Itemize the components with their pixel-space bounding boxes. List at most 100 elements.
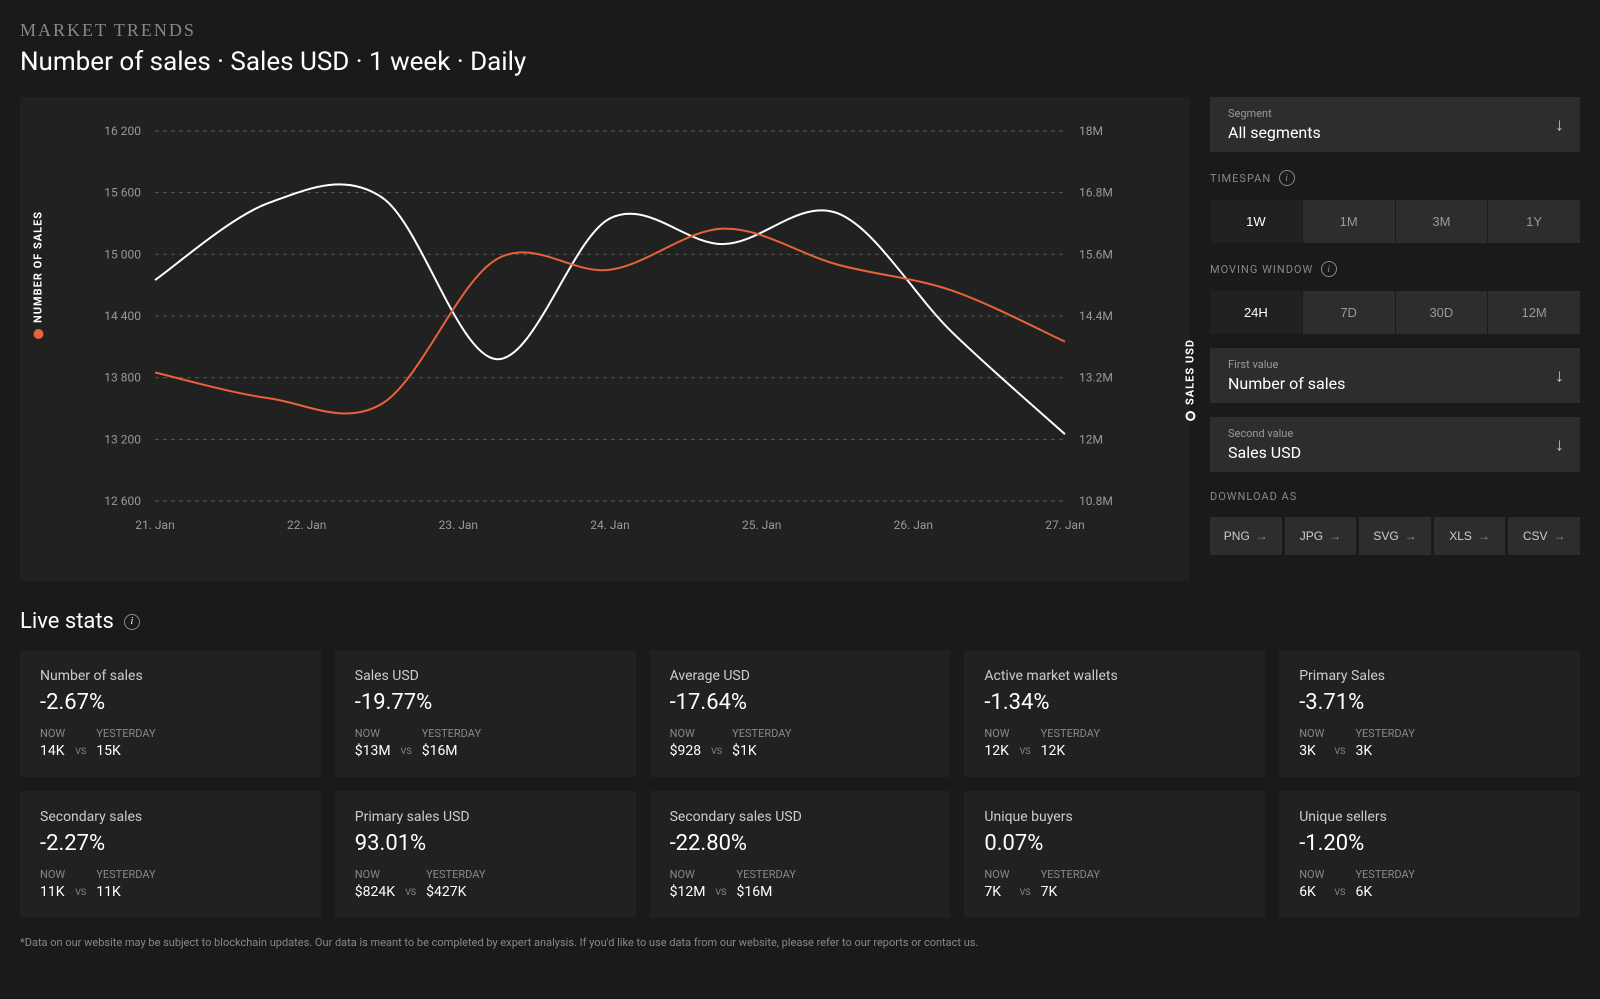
moving-window-label: MOVING WINDOW i [1210,261,1580,277]
stat-compare: NOW$824KVSYESTERDAY$427K [355,868,616,900]
stat-card[interactable]: Active market wallets-1.34%NOW12KVSYESTE… [964,650,1265,777]
info-icon[interactable]: i [1321,261,1337,277]
svg-text:12M: 12M [1079,432,1103,446]
arrow-right-icon: → [1329,529,1341,543]
stat-card[interactable]: Unique sellers -1.20% NOW6KVSYESTERDAY6K [1279,791,1580,918]
window-button-24h[interactable]: 24H [1210,291,1302,334]
arrow-right-icon: → [1554,529,1566,543]
stat-pct: -17.64% [670,690,931,715]
stat-compare: NOW14KVSYESTERDAY15K [40,727,301,759]
arrow-right-icon: → [1478,529,1490,543]
timespan-buttons: 1W1M3M1Y [1210,200,1580,243]
stat-pct: -22.80% [670,831,931,856]
window-button-30d[interactable]: 30D [1396,291,1488,334]
stat-card[interactable]: Sales USD -19.77% NOW$13MVSYESTERDAY$16M [335,650,636,777]
stat-compare: NOW11KVSYESTERDAY11K [40,868,301,900]
stat-title: Sales USD [355,668,616,684]
arrow-right-icon: → [1405,529,1417,543]
right-axis-label: SALES USD [1184,339,1197,421]
stat-title: Unique sellers [1299,809,1560,825]
footnote: *Data on our website may be subject to b… [20,936,1580,949]
timespan-button-1m[interactable]: 1M [1303,200,1395,243]
stat-card[interactable]: Primary Sales -3.71% NOW3KVSYESTERDAY3K [1279,650,1580,777]
svg-text:16.8M: 16.8M [1079,186,1113,200]
svg-text:22. Jan: 22. Jan [287,518,326,532]
section-small-title: MARKET TRENDS [20,20,1580,41]
stats-grid: Number of sales-2.67%NOW14KVSYESTERDAY15… [20,650,1580,918]
stat-card[interactable]: Secondary sales USD -22.80% NOW$12MVSYESTE… [650,791,951,918]
controls-panel: Segment All segments ↓ TIMESPAN i 1W1M3M… [1210,97,1580,581]
trends-chart: 16 20018M15 60016.8M15 00015.6M14 40014.… [40,121,1170,541]
svg-text:14.4M: 14.4M [1079,309,1113,323]
stat-compare: NOW7KVSYESTERDAY7K [984,868,1245,900]
stat-pct: 93.01% [355,831,616,856]
svg-text:21. Jan: 21. Jan [135,518,174,532]
stat-compare: NOW$13MVSYESTERDAY$16M [355,727,616,759]
chevron-down-icon: ↓ [1555,434,1564,455]
svg-text:13.2M: 13.2M [1079,371,1113,385]
chevron-down-icon: ↓ [1555,365,1564,386]
stat-pct: -1.34% [984,690,1245,715]
download-button-svg[interactable]: SVG→ [1359,517,1431,555]
first-value-selector[interactable]: First value Number of sales ↓ [1210,348,1580,403]
download-button-jpg[interactable]: JPG→ [1285,517,1357,555]
stat-compare: NOW6KVSYESTERDAY6K [1299,868,1560,900]
svg-text:16 200: 16 200 [104,124,141,138]
left-series-dot-icon [33,329,43,339]
stat-compare: NOW3KVSYESTERDAY3K [1299,727,1560,759]
info-icon[interactable]: i [1279,170,1295,186]
stat-pct: -3.71% [1299,690,1560,715]
section-main-title: Number of sales · Sales USD · 1 week · D… [20,47,1580,77]
stat-pct: -19.77% [355,690,616,715]
window-button-7d[interactable]: 7D [1303,291,1395,334]
chart-panel: NUMBER OF SALES 16 20018M15 60016.8M15 0… [20,97,1190,581]
stat-title: Secondary sales USD [670,809,931,825]
stat-pct: -2.67% [40,690,301,715]
stat-title: Primary sales USD [355,809,616,825]
svg-text:13 200: 13 200 [104,432,141,446]
svg-text:15.6M: 15.6M [1079,247,1113,261]
svg-text:27. Jan: 27. Jan [1045,518,1084,532]
segment-selector[interactable]: Segment All segments ↓ [1210,97,1580,152]
svg-text:10.8M: 10.8M [1079,494,1113,508]
stat-compare: NOW$12MVSYESTERDAY$16M [670,868,931,900]
svg-text:18M: 18M [1079,124,1103,138]
svg-text:15 600: 15 600 [104,186,141,200]
chevron-down-icon: ↓ [1555,114,1564,135]
svg-text:23. Jan: 23. Jan [439,518,478,532]
download-label: DOWNLOAD AS [1210,490,1580,503]
svg-text:13 800: 13 800 [104,371,141,385]
stat-card[interactable]: Unique buyers 0.07% NOW7KVSYESTERDAY7K [964,791,1265,918]
svg-text:14 400: 14 400 [104,309,141,323]
page-header: MARKET TRENDS Number of sales · Sales US… [20,20,1580,77]
stat-title: Active market wallets [984,668,1245,684]
moving-window-buttons: 24H7D30D12M [1210,291,1580,334]
stat-card[interactable]: Average USD -17.64% NOW$928VSYESTERDAY$1K [650,650,951,777]
svg-text:12 600: 12 600 [104,494,141,508]
stat-pct: 0.07% [984,831,1245,856]
stat-card[interactable]: Primary sales USD 93.01% NOW$824KVSYESTERD… [335,791,636,918]
timespan-button-1w[interactable]: 1W [1210,200,1302,243]
stat-title: Unique buyers [984,809,1245,825]
svg-text:24. Jan: 24. Jan [590,518,629,532]
svg-text:26. Jan: 26. Jan [894,518,933,532]
arrow-right-icon: → [1256,529,1268,543]
download-buttons: PNG→JPG→SVG→XLS→CSV→ [1210,517,1580,555]
stat-card[interactable]: Secondary sales-2.27%NOW11KVSYESTERDAY11… [20,791,321,918]
download-button-xls[interactable]: XLS→ [1434,517,1506,555]
stat-pct: -2.27% [40,831,301,856]
download-button-csv[interactable]: CSV→ [1508,517,1580,555]
info-icon[interactable]: i [124,614,140,630]
stat-pct: -1.20% [1299,831,1560,856]
timespan-button-3m[interactable]: 3M [1396,200,1488,243]
window-button-12m[interactable]: 12M [1488,291,1580,334]
stat-title: Primary Sales [1299,668,1560,684]
stat-title: Average USD [670,668,931,684]
timespan-label: TIMESPAN i [1210,170,1580,186]
stat-card[interactable]: Number of sales-2.67%NOW14KVSYESTERDAY15… [20,650,321,777]
timespan-button-1y[interactable]: 1Y [1488,200,1580,243]
stat-compare: NOW$928VSYESTERDAY$1K [670,727,931,759]
second-value-selector[interactable]: Second value Sales USD ↓ [1210,417,1580,472]
live-stats-title: Live stats i [20,609,1580,634]
download-button-png[interactable]: PNG→ [1210,517,1282,555]
